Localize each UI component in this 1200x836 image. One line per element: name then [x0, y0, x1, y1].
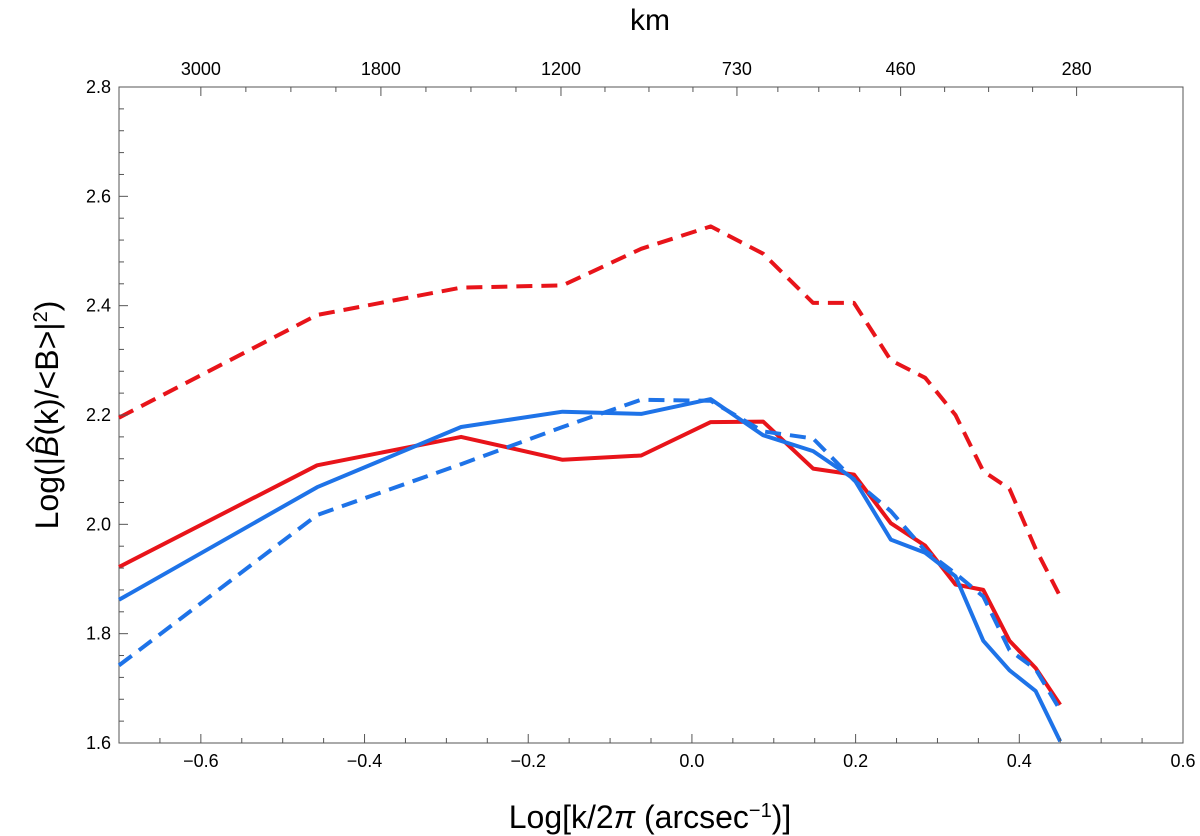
y-axis-title-group: Log(|B(k)/<B>|2) — [25, 301, 65, 530]
y-tick-label: 2.0 — [86, 514, 111, 534]
y-axis-title-sup: 2 — [30, 311, 52, 322]
x-axis-title-suffix: )] — [772, 799, 792, 835]
x-tick-label: 0.0 — [679, 751, 704, 771]
x-tick-label: −0.4 — [347, 751, 383, 771]
series-layer — [117, 224, 1062, 743]
y-axis-title-hat-accent — [25, 436, 35, 453]
top-tick-label: 280 — [1062, 59, 1092, 79]
x-tick-label: 0.2 — [843, 751, 868, 771]
y-axis-title-hat: B — [29, 436, 65, 457]
y-axis-title-prefix: Log(| — [29, 457, 65, 529]
y-axis-title-suffix: ) — [29, 301, 65, 312]
y-axis-title: Log(|B(k)/<B>|2) — [29, 301, 65, 530]
y-tick-label: 1.8 — [86, 624, 111, 644]
series-line-4 — [117, 397, 1062, 712]
x-tick-label: −0.2 — [510, 751, 546, 771]
top-tick-label: 1800 — [361, 59, 401, 79]
series-line-2 — [118, 419, 1062, 706]
labels-layer: −0.6 −0.4 −0.2 0.0 0.2 0.4 0.6 1.6 1.8 2.0 2.2 2.4 2… — [86, 59, 1196, 771]
top-tick-label: 3000 — [181, 59, 221, 79]
x-axis-title-prefix: Log[k/2 — [509, 799, 614, 835]
x-axis-title-sup: −1 — [749, 800, 772, 822]
series-line-1 — [118, 224, 1062, 598]
series-line-3 — [118, 397, 1062, 743]
x-tick-label: 0.6 — [1170, 751, 1195, 771]
x-axis-title-mid: (arcsec — [635, 799, 749, 835]
x-tick-label: 0.4 — [1007, 751, 1032, 771]
top-axis-title: km — [630, 4, 670, 37]
y-tick-label: 2.6 — [86, 186, 111, 206]
x-axis-title-pi: π — [614, 799, 636, 835]
top-tick-label: 730 — [722, 59, 752, 79]
x-axis-title: Log[k/2π (arcsec−1)] — [509, 799, 792, 835]
y-tick-label: 2.2 — [86, 405, 111, 425]
y-tick-label: 2.8 — [86, 77, 111, 97]
x-tick-label: −0.6 — [183, 751, 219, 771]
top-tick-label: 1200 — [541, 59, 581, 79]
y-tick-label: 1.6 — [86, 733, 111, 753]
y-tick-label: 2.4 — [86, 296, 111, 316]
y-axis-title-mid: (k)/<B>| — [29, 322, 65, 435]
ticks-layer — [118, 86, 1184, 744]
top-tick-label: 460 — [886, 59, 916, 79]
